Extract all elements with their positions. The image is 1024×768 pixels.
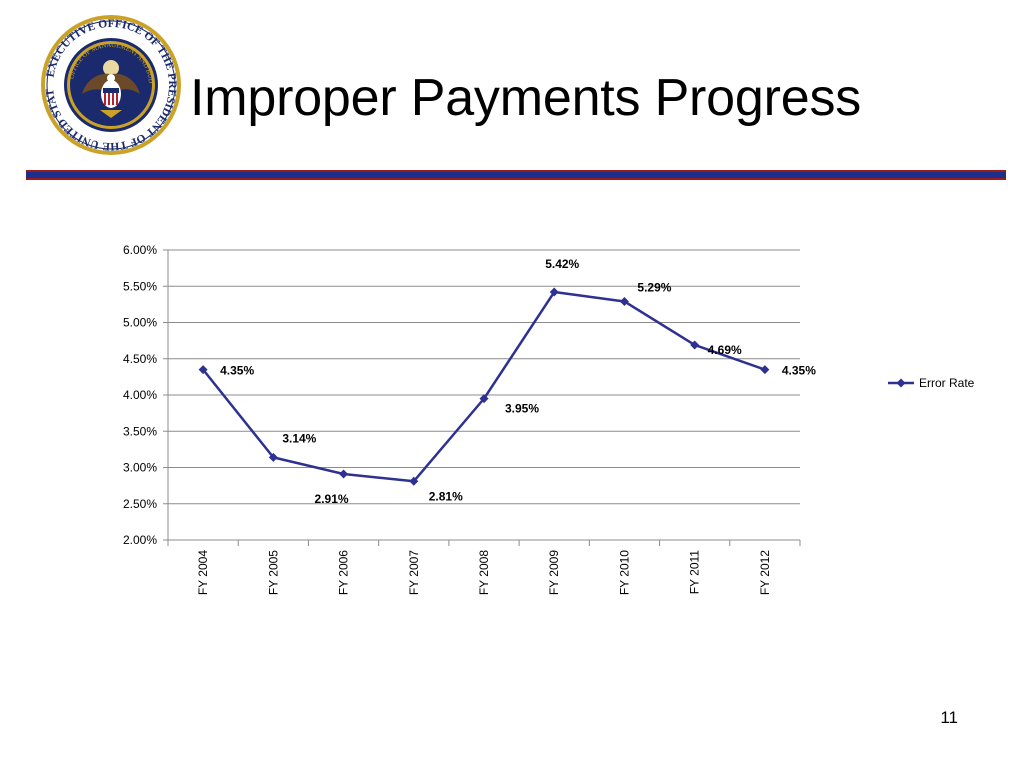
y-tick-label: 3.50%	[123, 424, 157, 438]
y-tick-label: 6.00%	[123, 243, 157, 257]
data-point	[619, 296, 629, 306]
x-tick-label: FY 2012	[758, 550, 772, 595]
y-tick-label: 3.00%	[123, 461, 157, 475]
data-point	[479, 394, 489, 404]
data-label: 4.35%	[782, 364, 816, 378]
x-tick-label: FY 2009	[547, 550, 561, 595]
series-line-error-rate	[202, 290, 766, 483]
x-tick-label: FY 2006	[337, 550, 351, 595]
data-label: 5.29%	[637, 280, 671, 294]
y-tick-label: 4.50%	[123, 352, 157, 366]
y-tick-label: 5.50%	[123, 279, 157, 293]
data-point	[268, 452, 278, 462]
data-point	[409, 476, 419, 486]
eagle-seal-icon	[82, 60, 140, 118]
page-title: Improper Payments Progress	[190, 69, 862, 127]
data-point	[760, 365, 770, 375]
legend-swatch-marker	[896, 378, 906, 388]
x-tick-label: FY 2004	[196, 550, 210, 595]
x-tick-label: FY 2010	[617, 550, 631, 595]
title-divider	[26, 170, 1006, 180]
legend-label: Error Rate	[919, 376, 975, 390]
omb-seal-logo: EXECUTIVE OFFICE OF THE PRESIDENT OF THE…	[40, 14, 181, 155]
x-tick-label: FY 2005	[266, 550, 280, 595]
y-tick-label: 2.00%	[123, 533, 157, 547]
data-point	[339, 469, 349, 479]
x-tick-label: FY 2008	[477, 550, 491, 595]
y-tick-label: 5.00%	[123, 316, 157, 330]
y-tick-label: 2.50%	[123, 497, 157, 511]
data-label: 4.69%	[708, 343, 742, 357]
data-label: 2.81%	[429, 489, 463, 503]
y-tick-label: 4.00%	[123, 388, 157, 402]
data-label: 3.95%	[505, 402, 539, 416]
page-number: 11	[940, 708, 958, 727]
data-point	[690, 340, 700, 350]
x-tick-label: FY 2007	[407, 550, 421, 595]
x-tick-label: FY 2011	[688, 550, 702, 595]
data-label: 2.91%	[315, 492, 349, 506]
data-label: 5.42%	[545, 257, 579, 271]
data-point	[549, 287, 559, 297]
data-label: 3.14%	[282, 431, 316, 445]
data-label: 4.35%	[220, 364, 254, 378]
data-point	[198, 365, 208, 375]
